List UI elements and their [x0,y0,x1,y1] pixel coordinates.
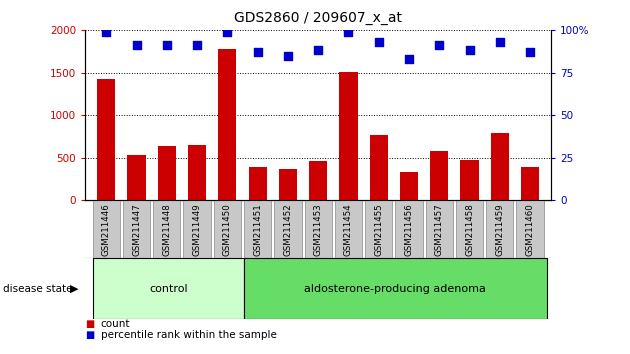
Bar [456,200,483,258]
Bar [244,258,547,319]
Bar [304,200,332,258]
Text: GSM211446: GSM211446 [101,203,111,256]
Point [464,48,474,53]
Text: GSM211450: GSM211450 [223,203,232,256]
Bar [244,200,272,258]
Bar [400,172,418,200]
Bar [183,200,210,258]
Text: GSM211460: GSM211460 [525,203,535,256]
Bar [127,155,146,200]
Bar [93,258,244,319]
Point [253,49,263,55]
Text: GSM211456: GSM211456 [404,203,413,256]
Text: percentile rank within the sample: percentile rank within the sample [101,330,277,339]
Bar [153,200,180,258]
Bar [335,200,362,258]
Point [101,29,112,35]
Text: GSM211458: GSM211458 [465,203,474,256]
Text: ■: ■ [85,319,94,329]
Text: GSM211455: GSM211455 [374,203,383,256]
Bar [491,133,509,200]
Bar [218,49,236,200]
Point [132,42,142,48]
Point [404,56,414,62]
Text: GSM211449: GSM211449 [193,203,202,256]
Point [313,48,323,53]
Bar [309,161,327,200]
Text: GSM211454: GSM211454 [344,203,353,256]
Text: aldosterone-producing adenoma: aldosterone-producing adenoma [304,284,486,293]
Bar [486,200,513,258]
Bar [93,200,120,258]
Bar [517,200,544,258]
Text: GSM211457: GSM211457 [435,203,444,256]
Point [434,42,444,48]
Text: ▶: ▶ [71,284,79,293]
Point [192,42,202,48]
Text: GSM211447: GSM211447 [132,203,141,256]
Bar [396,200,423,258]
Point [495,39,505,45]
Text: GSM211452: GSM211452 [284,203,292,256]
Bar [214,200,241,258]
Text: ■: ■ [85,330,94,339]
Bar [340,72,357,200]
Point [162,42,172,48]
Point [525,49,535,55]
Text: control: control [149,284,188,293]
Bar [521,167,539,200]
Bar [123,200,150,258]
Bar [365,200,392,258]
Bar [97,79,115,200]
Point [374,39,384,45]
Bar [279,169,297,200]
Bar [430,151,449,200]
Bar [248,167,266,200]
Text: GSM211448: GSM211448 [163,203,171,256]
Bar [426,200,453,258]
Bar [158,147,176,200]
Text: disease state: disease state [3,284,72,293]
Bar [370,136,388,200]
Text: GSM211451: GSM211451 [253,203,262,256]
Point [283,53,293,58]
Text: count: count [101,319,130,329]
Point [222,29,232,35]
Point [343,29,353,35]
Text: GSM211459: GSM211459 [495,203,504,256]
Bar [188,145,206,200]
Bar [461,160,479,200]
Text: GDS2860 / 209607_x_at: GDS2860 / 209607_x_at [234,11,402,25]
Text: GSM211453: GSM211453 [314,203,323,256]
Bar [274,200,302,258]
